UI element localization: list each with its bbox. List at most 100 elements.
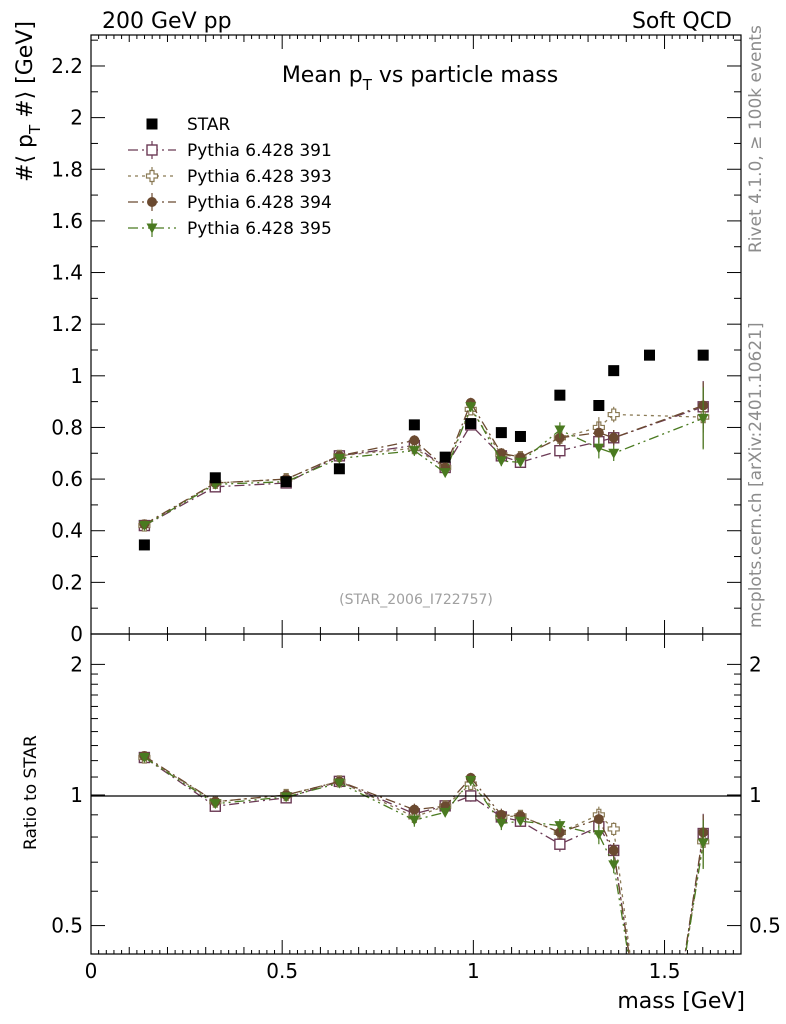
analysis-watermark: (STAR_2006_I722757)	[339, 592, 493, 608]
data-point	[408, 446, 420, 457]
ratio-y-tick-label-right: 0.5	[749, 914, 781, 938]
ratio-line	[144, 756, 704, 954]
star-point	[554, 389, 566, 401]
ratio-point	[409, 804, 420, 815]
ratio-point	[280, 792, 292, 803]
star-point	[280, 476, 292, 488]
star-point	[495, 427, 507, 439]
star-point	[408, 419, 420, 431]
ratio-point	[608, 860, 620, 871]
star-point	[439, 451, 451, 463]
ratio-point	[554, 821, 566, 832]
ratio-point	[333, 778, 345, 789]
y-tick-label: 0.8	[51, 415, 83, 439]
y-tick-label: 1.6	[51, 209, 83, 233]
ratio-point	[514, 816, 526, 827]
series-ratio-3	[139, 750, 709, 954]
star-point	[138, 539, 150, 551]
series-main-2	[138, 386, 710, 532]
data-point	[607, 408, 620, 421]
x-tick-label: 0	[85, 959, 98, 983]
legend-marker	[146, 223, 158, 234]
axis-ticks	[90, 35, 742, 954]
ratio-plot-frame	[90, 633, 742, 955]
ratio-y-axis-label: Ratio to STAR	[21, 735, 41, 850]
legend-label: STAR	[187, 115, 230, 135]
ratio-point	[697, 838, 709, 849]
ratio-line	[144, 755, 704, 954]
y-tick-label: 0	[70, 622, 83, 646]
data-point	[409, 435, 420, 446]
ratio-y-tick-label: 0.5	[51, 914, 83, 938]
series-main-3	[139, 382, 709, 530]
y-tick-label: 1	[70, 364, 83, 388]
data-point	[465, 402, 477, 413]
legend-marker	[146, 118, 158, 130]
header-left-label: 200 GeV pp	[102, 9, 232, 34]
legend-marker	[145, 169, 159, 183]
data-point	[608, 448, 620, 459]
star-point	[608, 365, 620, 377]
y-tick-label: 1.2	[51, 312, 83, 336]
ratio-point	[465, 775, 477, 786]
ratio-point	[138, 753, 150, 764]
x-tick-label: 1.5	[649, 959, 681, 983]
x-tick-label: 0.5	[266, 959, 298, 983]
ratio-y-tick-label: 2	[70, 652, 83, 676]
legend-label: Pythia 6.428 393	[187, 167, 332, 187]
ratio-point	[439, 807, 451, 818]
series-line	[144, 408, 704, 527]
star-point	[333, 463, 345, 475]
y-axis-label-sub: T	[26, 124, 44, 135]
series-main-1	[138, 380, 709, 532]
y-tick-label: 2.2	[51, 54, 83, 78]
ratio-line	[144, 756, 704, 954]
legend-entry-2: Pythia 6.428 393	[128, 167, 332, 187]
data-series	[138, 349, 710, 954]
ratio-point	[209, 799, 221, 810]
series-main-4	[138, 387, 709, 532]
ratio-point	[593, 814, 604, 825]
data-point	[333, 453, 345, 464]
y-axis-label-main: #⟨ p	[13, 134, 38, 182]
data-point	[495, 456, 507, 467]
data-point	[554, 444, 566, 457]
legend-marker	[147, 197, 157, 207]
ratio-y-tick-label-right: 1	[749, 783, 762, 807]
series-ratio-1	[138, 751, 709, 954]
y-axis-label: #⟨ pT #⟩ [GeV]	[13, 21, 44, 182]
data-point	[593, 443, 605, 454]
data-point	[138, 521, 150, 532]
data-point	[697, 413, 709, 424]
ratio-point	[554, 838, 566, 850]
ratio-point	[496, 809, 507, 820]
series-ratio-4	[138, 753, 709, 954]
y-tick-label: 1.8	[51, 157, 83, 181]
y-axis-label-rest: #⟩ [GeV]	[13, 21, 38, 125]
star-point	[465, 418, 477, 430]
data-point	[554, 425, 566, 436]
star-data-points	[138, 349, 709, 551]
header-right-label: Soft QCD	[632, 9, 732, 34]
legend-entry-4: Pythia 6.428 395	[128, 219, 332, 239]
star-point	[593, 400, 605, 412]
chart-title-main: Mean p	[282, 63, 363, 88]
star-point	[209, 472, 221, 484]
legend: STAR Pythia 6.428 391 Pythia 6.428 393 Pyth…	[128, 115, 332, 239]
series-line	[144, 401, 704, 525]
data-point	[514, 457, 526, 468]
x-tick-label: 1	[467, 959, 480, 983]
ratio-y-tick-label: 1	[70, 783, 83, 807]
x-axis-label: mass [GeV]	[617, 989, 745, 1014]
series-ratio-2	[138, 751, 710, 954]
y-tick-label: 1.4	[51, 261, 83, 285]
star-point	[697, 349, 709, 361]
legend-entry-0: STAR	[146, 115, 230, 135]
series-line	[144, 406, 704, 527]
ratio-point	[408, 815, 420, 826]
rivet-version-label: Rivet 4.1.0, ≥ 100k events	[746, 25, 766, 253]
ratio-point	[593, 830, 605, 841]
data-point	[439, 468, 451, 479]
ratio-y-tick-label-right: 2	[749, 652, 762, 676]
